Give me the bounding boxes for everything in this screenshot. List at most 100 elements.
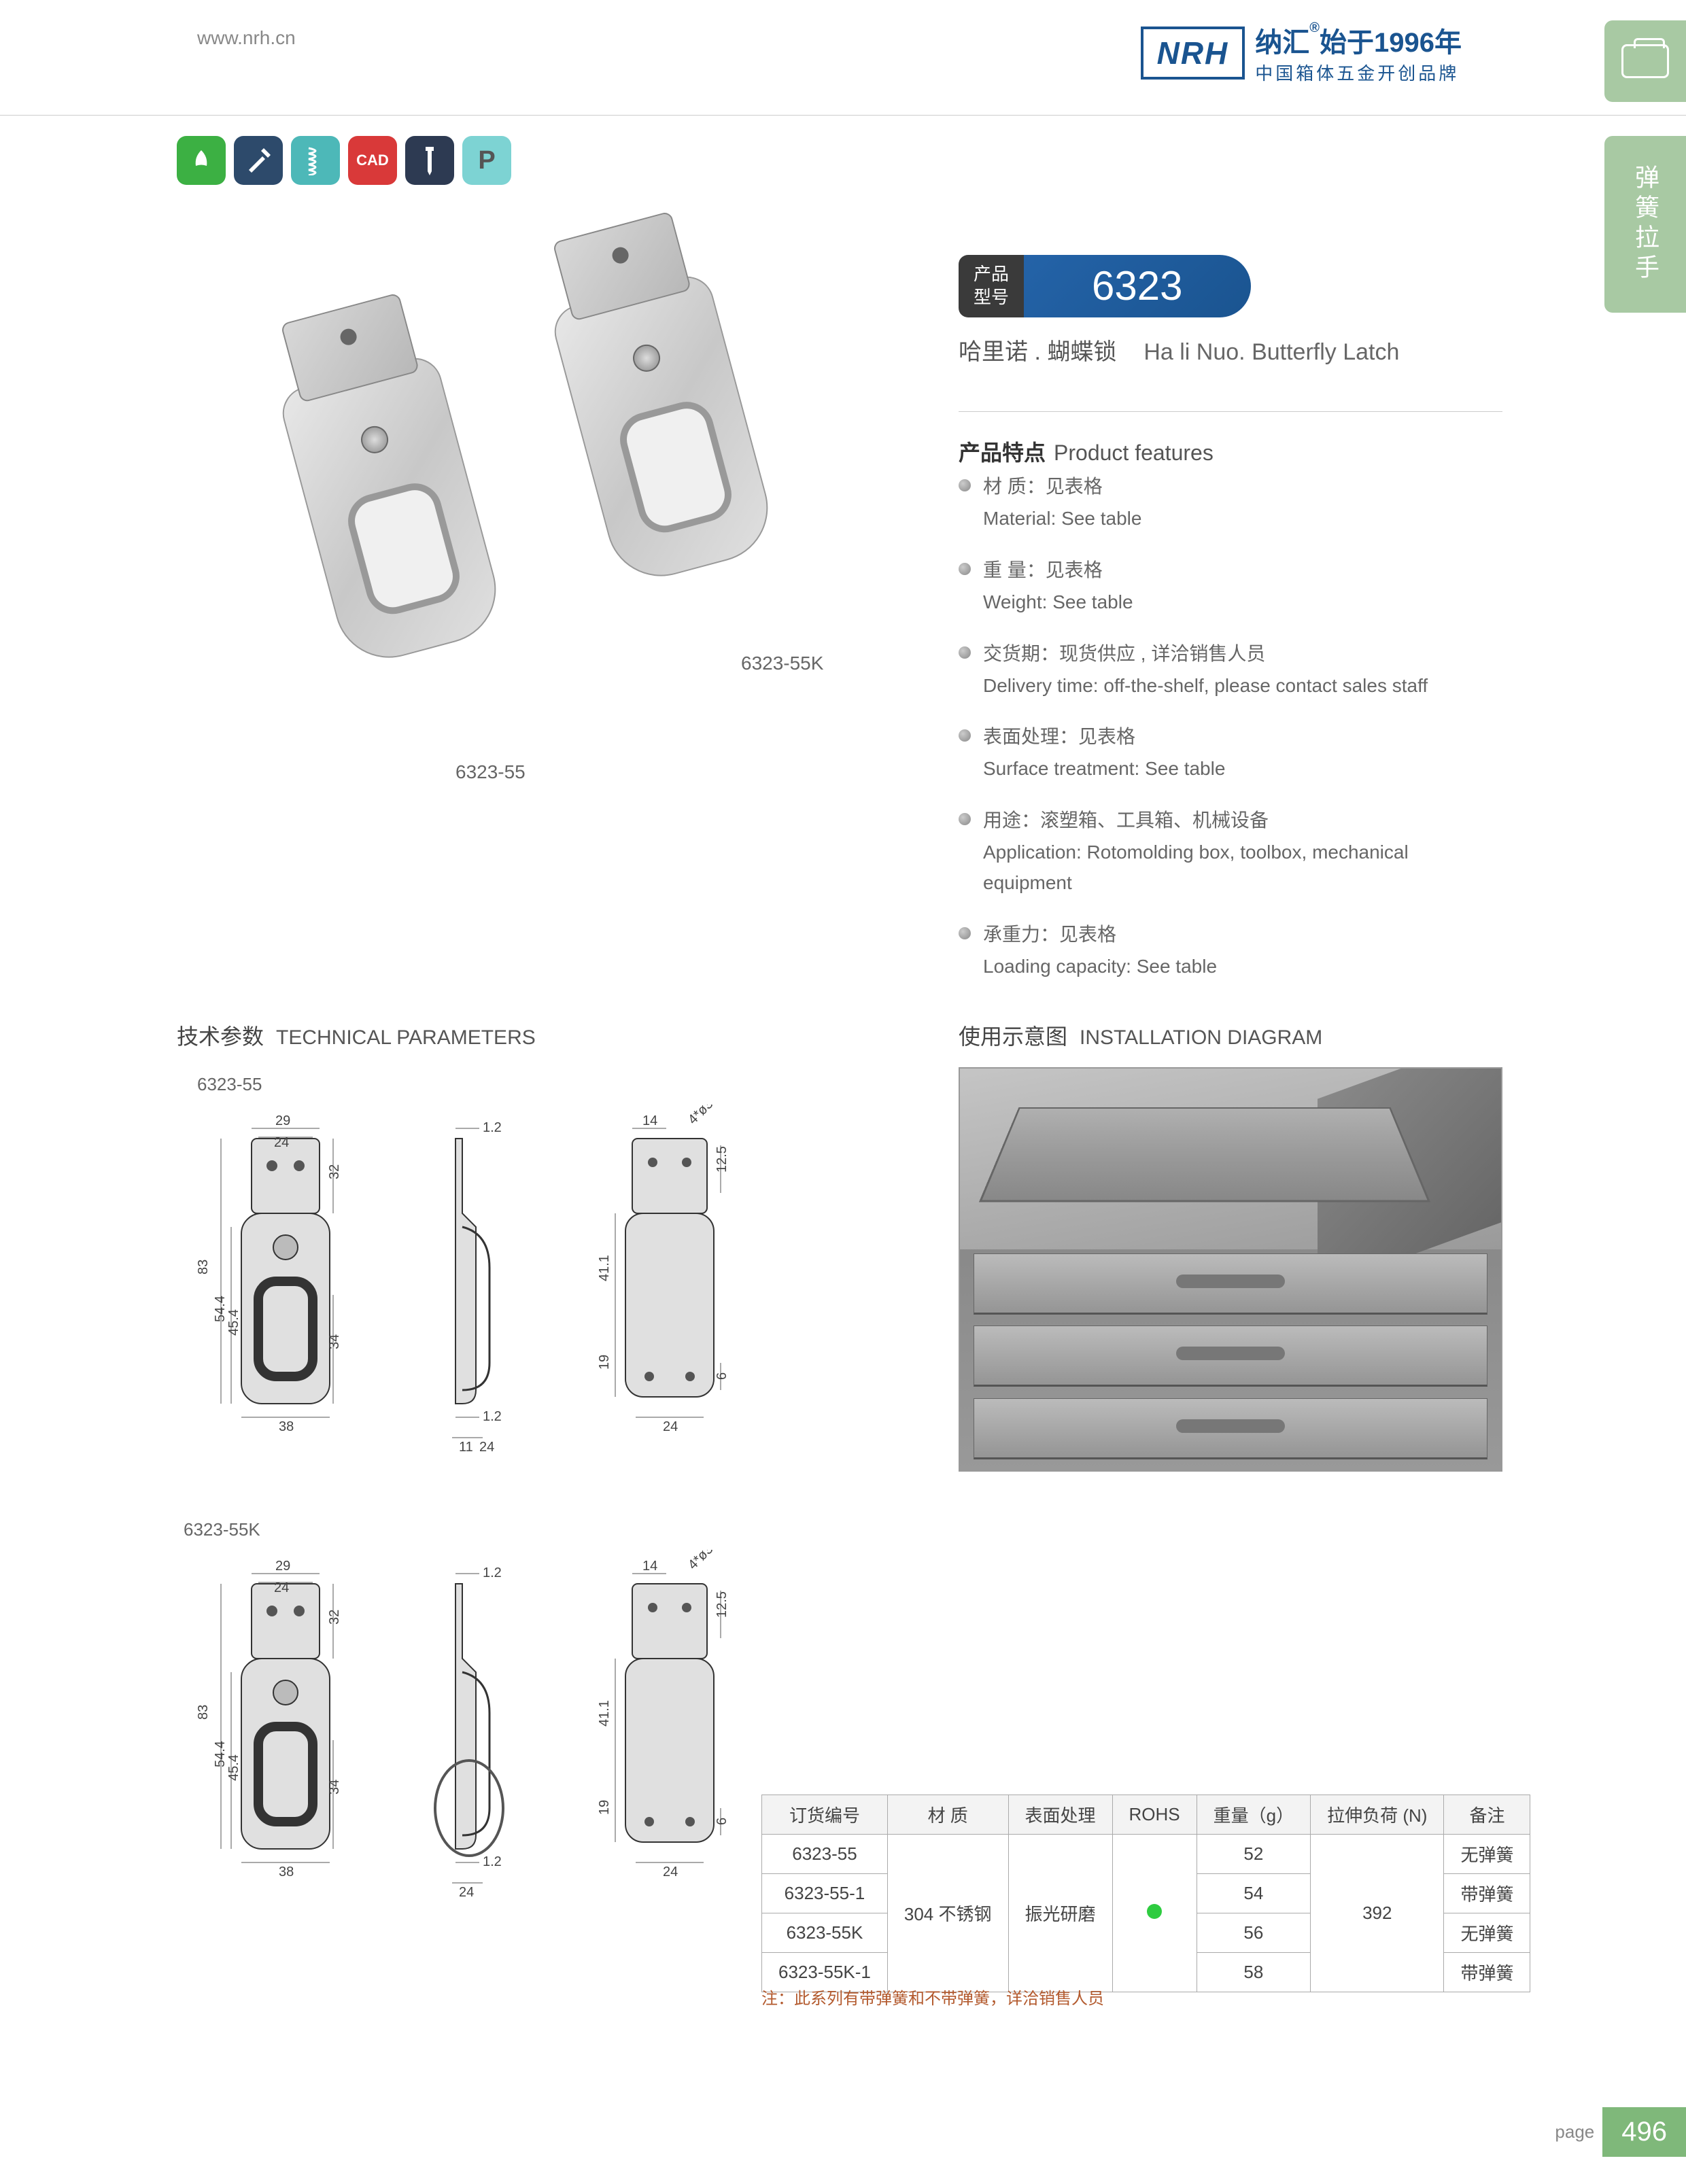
side-view: 1.2 1.2 24 bbox=[415, 1550, 523, 1876]
table-cell: 振光研磨 bbox=[1008, 1835, 1112, 1992]
table-cell: 56 bbox=[1197, 1913, 1310, 1953]
svg-text:1.2: 1.2 bbox=[483, 1120, 502, 1135]
table-cell: 392 bbox=[1311, 1835, 1444, 1992]
svg-text:14: 14 bbox=[642, 1559, 657, 1574]
table-header: 重量（g） bbox=[1197, 1795, 1310, 1835]
mount-view: 14 4*ø3.4 41.1 19 12.5 6 24 bbox=[578, 1105, 741, 1431]
page-number: 496 bbox=[1602, 2107, 1686, 2157]
svg-text:24: 24 bbox=[663, 1419, 678, 1434]
feature-item: 承重力：见表格Loading capacity: See table bbox=[959, 920, 1502, 982]
svg-text:4*ø3.4: 4*ø3.4 bbox=[685, 1105, 724, 1128]
svg-text:6: 6 bbox=[715, 1818, 729, 1825]
table-header: 备注 bbox=[1444, 1795, 1530, 1835]
mount-view: 14 4*ø3.4 41.1 19 12.5 6 24 bbox=[578, 1550, 741, 1876]
table-cell: 无弹簧 bbox=[1444, 1913, 1530, 1953]
svg-text:24: 24 bbox=[479, 1440, 494, 1455]
svg-text:38: 38 bbox=[279, 1419, 294, 1434]
feature-icon-row: CAD P bbox=[177, 136, 511, 185]
image-label-1: 6323-55 bbox=[455, 761, 526, 783]
svg-text:41.1: 41.1 bbox=[597, 1700, 612, 1727]
svg-text:32: 32 bbox=[327, 1164, 342, 1179]
svg-text:29: 29 bbox=[275, 1559, 290, 1574]
model-number: 6323 bbox=[1024, 255, 1250, 317]
svg-text:1.2: 1.2 bbox=[483, 1409, 502, 1424]
table-cell: 58 bbox=[1197, 1953, 1310, 1992]
feature-item: 重 量：见表格Weight: See table bbox=[959, 556, 1502, 618]
svg-text:54.4: 54.4 bbox=[213, 1741, 228, 1767]
svg-text:6: 6 bbox=[715, 1372, 729, 1380]
logo-tagline-sub: 中国箱体五金开创品牌 bbox=[1255, 60, 1462, 85]
svg-text:19: 19 bbox=[597, 1800, 612, 1815]
spring-icon bbox=[291, 136, 340, 185]
svg-text:45.4: 45.4 bbox=[226, 1754, 241, 1781]
svg-text:24: 24 bbox=[274, 1580, 289, 1595]
front-view: 29 24 83 54.4 45.4 32 34 38 bbox=[184, 1105, 360, 1431]
eco-icon bbox=[177, 136, 226, 185]
website-url: www.nrh.cn bbox=[197, 27, 296, 49]
image-label-2: 6323-55K bbox=[741, 653, 823, 674]
table-cell: 带弹簧 bbox=[1444, 1953, 1530, 1992]
svg-text:54.4: 54.4 bbox=[213, 1296, 228, 1322]
svg-text:14: 14 bbox=[642, 1113, 657, 1128]
page-footer: page 496 bbox=[1555, 2107, 1686, 2157]
table-cell: 52 bbox=[1197, 1835, 1310, 1874]
svg-text:4*ø3.4: 4*ø3.4 bbox=[685, 1550, 724, 1573]
logo-mark: NRH bbox=[1141, 27, 1245, 80]
page-label: page bbox=[1555, 2121, 1594, 2143]
svg-text:12.5: 12.5 bbox=[715, 1146, 729, 1173]
tech-drawing-1: 29 24 83 54.4 45.4 32 34 38 1.2 1.2 11 bbox=[184, 1105, 829, 1492]
install-heading: 使用示意图INSTALLATION DIAGRAM bbox=[959, 1020, 1322, 1051]
drawing-label-1: 6323-55 bbox=[197, 1074, 262, 1095]
table-cell: 304 不锈钢 bbox=[887, 1835, 1008, 1992]
logo-area: NRH 纳汇®始于1996年 中国箱体五金开创品牌 bbox=[1141, 20, 1462, 85]
table-cell: 6323-55-1 bbox=[762, 1874, 888, 1913]
installation-photo bbox=[959, 1067, 1502, 1472]
feature-item: 交货期：现货供应 , 详洽销售人员Delivery time: off-the-… bbox=[959, 640, 1502, 701]
table-header: 订货编号 bbox=[762, 1795, 888, 1835]
feature-item: 材 质：见表格Material: See table bbox=[959, 472, 1502, 534]
svg-text:83: 83 bbox=[196, 1705, 211, 1720]
side-view: 1.2 1.2 11 24 bbox=[415, 1105, 523, 1431]
side-tab-toolbox-icon bbox=[1604, 20, 1686, 102]
screw-icon bbox=[405, 136, 454, 185]
table-header: 表面处理 bbox=[1008, 1795, 1112, 1835]
svg-text:32: 32 bbox=[327, 1610, 342, 1625]
drawing-label-2: 6323-55K bbox=[184, 1519, 260, 1540]
feature-item: 表面处理：见表格Surface treatment: See table bbox=[959, 723, 1502, 784]
svg-text:11: 11 bbox=[459, 1440, 473, 1455]
svg-text:34: 34 bbox=[327, 1780, 342, 1795]
features-list: 材 质：见表格Material: See table 重 量：见表格Weight:… bbox=[959, 472, 1502, 1004]
tech-drawing-2: 29 24 83 54.4 45.4 32 34 38 1.2 1.2 24 bbox=[184, 1550, 829, 1937]
front-view: 29 24 83 54.4 45.4 32 34 38 bbox=[184, 1550, 360, 1876]
model-badge: 产品 型号 6323 bbox=[959, 255, 1251, 317]
p-icon: P bbox=[462, 136, 511, 185]
svg-text:1.2: 1.2 bbox=[483, 1565, 502, 1580]
product-image-area: 6323-55 6323-55K bbox=[218, 272, 829, 748]
tools-icon bbox=[234, 136, 283, 185]
feature-item: 用途：滚塑箱、工具箱、机械设备Application: Rotomolding … bbox=[959, 806, 1502, 899]
features-heading: 产品特点Product features bbox=[959, 411, 1502, 467]
model-label-cn1: 产品 bbox=[974, 263, 1009, 286]
cad-icon: CAD bbox=[348, 136, 397, 185]
table-header: 拉伸负荷 (N) bbox=[1311, 1795, 1444, 1835]
svg-text:29: 29 bbox=[275, 1113, 290, 1128]
svg-text:41.1: 41.1 bbox=[597, 1255, 612, 1281]
table-cell: 带弹簧 bbox=[1444, 1874, 1530, 1913]
latch-image-2 bbox=[502, 258, 844, 667]
table-cell: 无弹簧 bbox=[1444, 1835, 1530, 1874]
svg-text:1.2: 1.2 bbox=[483, 1854, 502, 1869]
spec-table: 订货编号材 质表面处理ROHS重量（g）拉伸负荷 (N)备注6323-55304… bbox=[761, 1795, 1530, 1992]
tech-params-heading: 技术参数TECHNICAL PARAMETERS bbox=[177, 1020, 536, 1051]
svg-text:38: 38 bbox=[279, 1865, 294, 1879]
svg-text:34: 34 bbox=[327, 1334, 342, 1349]
table-cell: 6323-55K bbox=[762, 1913, 888, 1953]
table-header: ROHS bbox=[1112, 1795, 1197, 1835]
svg-text:12.5: 12.5 bbox=[715, 1591, 729, 1618]
svg-text:24: 24 bbox=[663, 1865, 678, 1879]
svg-text:19: 19 bbox=[597, 1355, 612, 1370]
logo-tagline-top: 纳汇®始于1996年 bbox=[1255, 20, 1462, 60]
model-label-cn2: 型号 bbox=[974, 286, 1009, 309]
table-cell: 6323-55 bbox=[762, 1835, 888, 1874]
svg-text:24: 24 bbox=[459, 1885, 474, 1900]
latch-image-1 bbox=[230, 340, 572, 748]
